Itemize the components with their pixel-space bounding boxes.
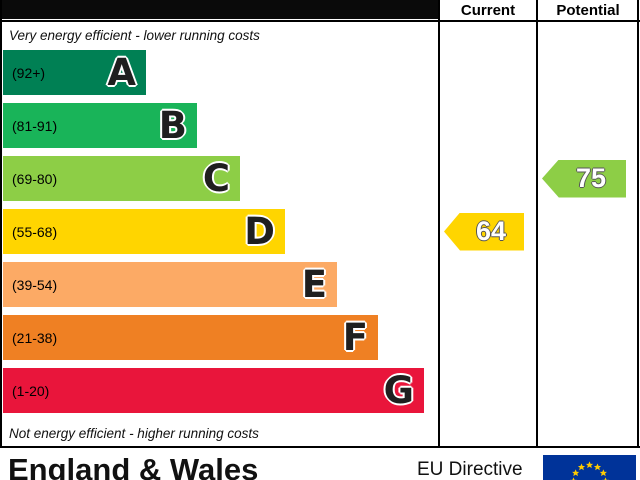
band-row-A: (92+) A xyxy=(3,50,146,95)
column-header-current: Current xyxy=(460,2,516,19)
border-right xyxy=(637,0,639,448)
band-range: (55-68) xyxy=(12,223,58,240)
caption-inefficient: Not energy efficient - higher running co… xyxy=(9,426,259,441)
divider-current-potential xyxy=(536,0,538,448)
potential-rating-arrow: 75 xyxy=(542,159,626,198)
current-rating-arrow: 64 xyxy=(444,212,524,251)
band-range: (21-38) xyxy=(12,329,58,346)
band-row-E: (39-54) E xyxy=(3,262,337,307)
band-letter: F xyxy=(342,316,368,359)
band-row-C: (69-80) C xyxy=(3,156,240,201)
footer-region-label: England & Wales xyxy=(8,452,259,480)
chart-bottom-line xyxy=(0,446,640,448)
band-letter: G xyxy=(383,369,414,412)
band-range: (39-54) xyxy=(12,276,58,293)
caption-efficient: Very energy efficient - lower running co… xyxy=(9,28,260,43)
band-range: (1-20) xyxy=(12,382,50,399)
eu-flag-stars xyxy=(543,455,636,480)
eu-directive-label: EU Directive xyxy=(417,459,523,480)
title-strip xyxy=(0,0,440,19)
divider-chart-current xyxy=(438,0,440,448)
column-header-potential: Potential xyxy=(556,2,620,19)
band-letter: D xyxy=(244,210,275,253)
band-letter: B xyxy=(158,104,187,147)
band-letter: A xyxy=(107,51,136,94)
eu-flag-icon xyxy=(543,455,636,480)
bands: (92+) A (81-91) B (69-80) C (55-68) D (39-54) E (2… xyxy=(3,50,433,421)
current-rating-value: 64 xyxy=(475,216,507,246)
band-letter: C xyxy=(202,157,230,200)
band-row-D: (55-68) D xyxy=(3,209,285,254)
band-row-F: (21-38) F xyxy=(3,315,378,360)
band-range: (81-91) xyxy=(12,117,58,134)
header-underline xyxy=(0,20,640,22)
potential-rating-value: 75 xyxy=(575,163,607,193)
band-range: (92+) xyxy=(12,64,46,81)
band-row-B: (81-91) B xyxy=(3,103,197,148)
border-left xyxy=(0,0,2,448)
band-row-G: (1-20) G xyxy=(3,368,424,413)
band-range: (69-80) xyxy=(12,170,58,187)
band-letter: E xyxy=(301,263,327,306)
